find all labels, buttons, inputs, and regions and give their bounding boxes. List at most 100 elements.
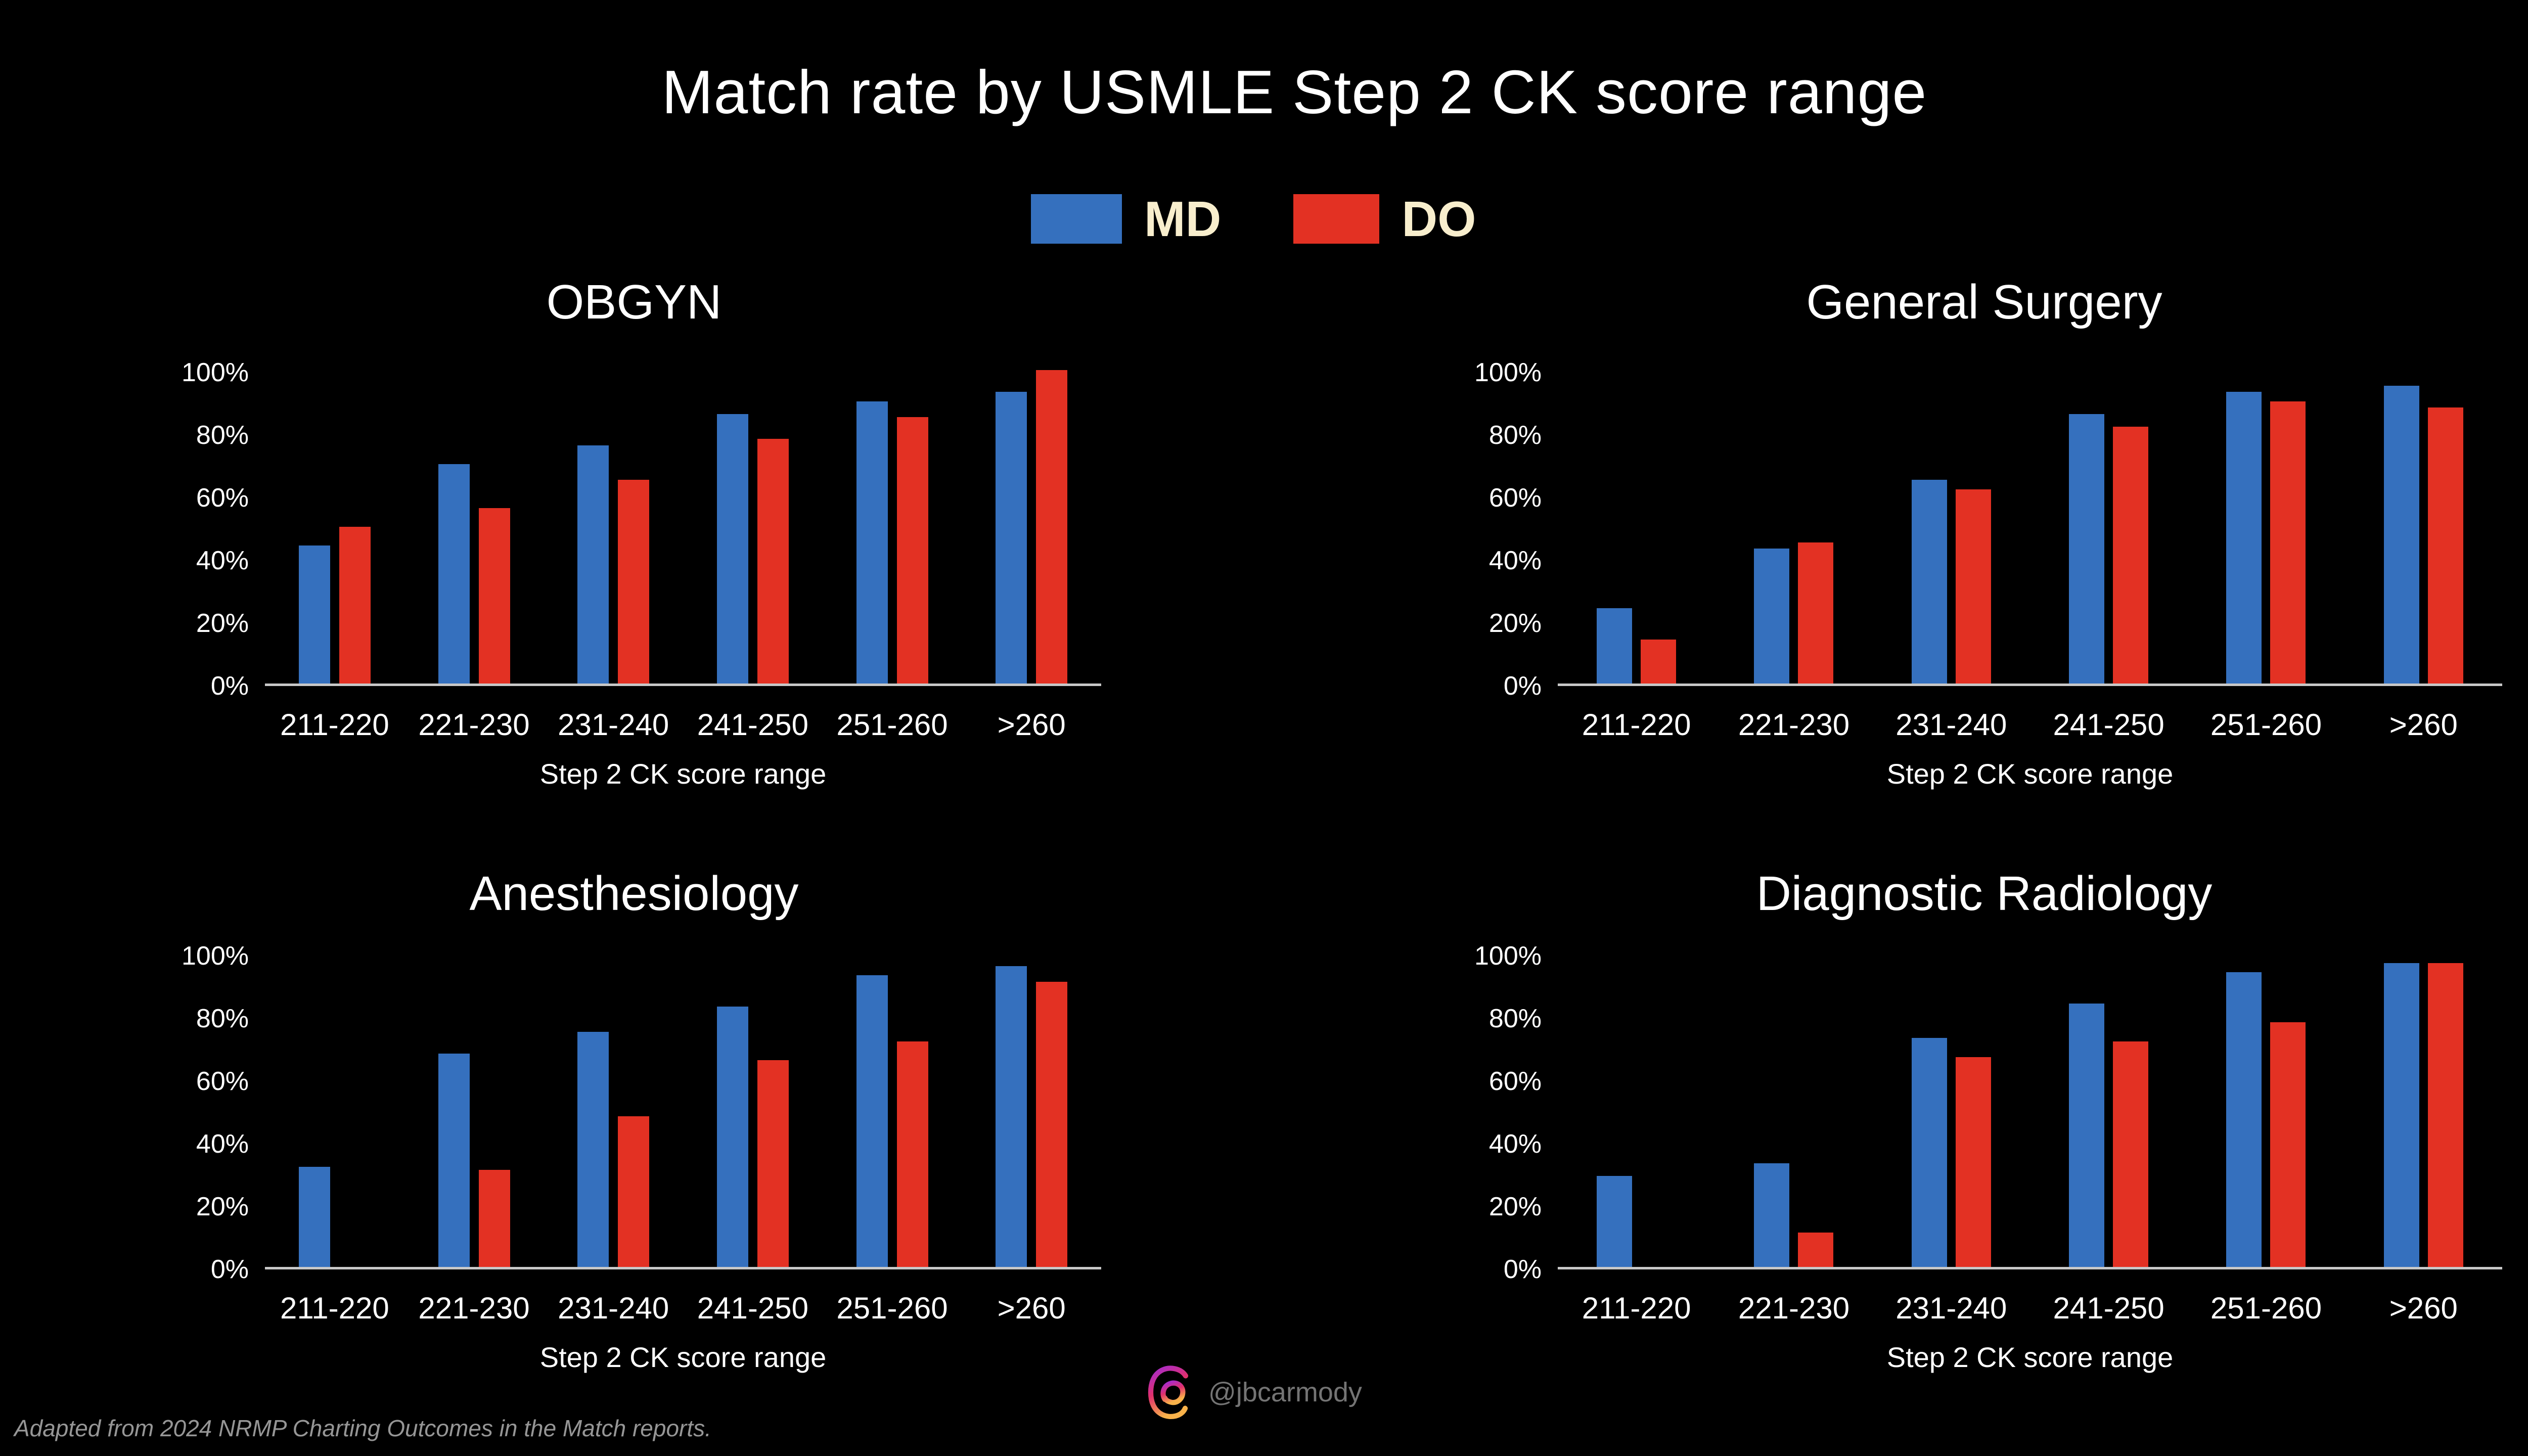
bar-group bbox=[265, 1166, 404, 1267]
x-axis: 211-220 221-230 231-240 241-250 251-260 >260 bbox=[1558, 707, 2502, 742]
bar-md bbox=[2383, 386, 2419, 684]
bar-md bbox=[716, 1007, 748, 1267]
bar-do bbox=[2427, 963, 2463, 1267]
bar-group bbox=[1558, 608, 1715, 684]
bar-do bbox=[1798, 1232, 1834, 1267]
y-tick-label: 40% bbox=[196, 1129, 249, 1159]
y-axis: 0% 20% 40% 60% 80% 100% bbox=[167, 943, 265, 1283]
legend-label-md: MD bbox=[1144, 191, 1222, 247]
bar-do bbox=[1955, 1057, 1991, 1267]
bar-group bbox=[683, 1007, 823, 1267]
bar-md bbox=[1597, 608, 1633, 684]
bar-md bbox=[298, 1166, 330, 1267]
x-tick-label: 221-230 bbox=[418, 1291, 530, 1325]
chart-title: OBGYN bbox=[546, 275, 722, 329]
bar-md bbox=[2383, 963, 2419, 1267]
y-tick-label: 60% bbox=[196, 1067, 249, 1096]
bar-group bbox=[962, 370, 1101, 684]
bar-group bbox=[683, 414, 823, 684]
page-title: Match rate by USMLE Step 2 CK score rang… bbox=[661, 58, 1927, 126]
watermark: @jbcarmody bbox=[1148, 1364, 1362, 1421]
x-tick-label: 251-260 bbox=[836, 708, 948, 742]
bar-md bbox=[1754, 1163, 1790, 1267]
bar-group bbox=[2030, 1004, 2187, 1267]
watermark-handle: @jbcarmody bbox=[1208, 1377, 1362, 1407]
y-tick-label: 0% bbox=[210, 671, 249, 701]
x-tick-label: 241-250 bbox=[697, 708, 808, 742]
bar-md bbox=[1911, 480, 1947, 684]
bar-do bbox=[1641, 640, 1677, 684]
bar-do bbox=[1036, 981, 1068, 1267]
x-tick-label: 231-240 bbox=[1895, 708, 2007, 742]
bar-do bbox=[2270, 401, 2306, 684]
bar-md bbox=[1911, 1038, 1947, 1267]
x-tick-label: 231-240 bbox=[1895, 1291, 2007, 1325]
y-tick-label: 20% bbox=[196, 1192, 249, 1221]
bar-group bbox=[823, 975, 962, 1267]
bar-md bbox=[1754, 549, 1790, 684]
y-tick-label: 0% bbox=[210, 1255, 249, 1284]
y-tick-label: 40% bbox=[1488, 1129, 1542, 1159]
chart-title: Diagnostic Radiology bbox=[1756, 867, 2213, 921]
x-axis-title: Step 2 CK score range bbox=[1886, 758, 2174, 790]
y-tick-label: 80% bbox=[1488, 1004, 1542, 1033]
bar-md bbox=[996, 966, 1027, 1267]
y-tick-label: 100% bbox=[1474, 941, 1542, 971]
bar-md bbox=[2226, 972, 2262, 1267]
x-tick-label: 241-250 bbox=[2053, 1291, 2164, 1325]
y-tick-label: 100% bbox=[182, 941, 249, 971]
bar-do bbox=[2270, 1022, 2306, 1267]
y-axis: 0% 20% 40% 60% 80% 100% bbox=[1466, 359, 1558, 699]
legend-swatch-md bbox=[1031, 194, 1122, 244]
bar-do bbox=[2113, 426, 2149, 684]
bar-md bbox=[2069, 414, 2105, 684]
y-tick-label: 20% bbox=[196, 609, 249, 638]
x-tick-label: 211-220 bbox=[280, 708, 389, 742]
bar-do bbox=[1036, 370, 1068, 684]
chart-obgyn: OBGYN 0% 20% 40% 60% 80% 100% 211-220 221-230 231… bbox=[167, 276, 1101, 790]
x-tick-label: 211-220 bbox=[280, 1291, 389, 1325]
bar-md bbox=[438, 1054, 470, 1267]
x-tick-label: 251-260 bbox=[2210, 1291, 2322, 1325]
chart-anesthesiology: Anesthesiology 0% 20% 40% 60% 80% 100% 211-220 2… bbox=[167, 867, 1101, 1374]
bar-group bbox=[404, 1054, 544, 1267]
y-tick-label: 20% bbox=[1488, 609, 1542, 638]
bar-do bbox=[339, 527, 371, 684]
bar-do bbox=[757, 1060, 789, 1267]
x-axis-title: Step 2 CK score range bbox=[539, 758, 827, 790]
bar-do bbox=[618, 480, 650, 684]
bar-group bbox=[2345, 386, 2502, 684]
bar-md bbox=[996, 392, 1027, 684]
plot-area bbox=[265, 370, 1101, 686]
y-tick-label: 80% bbox=[196, 1004, 249, 1033]
bar-do bbox=[2113, 1041, 2149, 1267]
y-tick-label: 60% bbox=[196, 483, 249, 513]
bar-do bbox=[478, 508, 510, 684]
bar-md bbox=[856, 401, 888, 684]
bar-md bbox=[716, 414, 748, 684]
x-tick-label: 211-220 bbox=[1582, 708, 1691, 742]
x-axis: 211-220 221-230 231-240 241-250 251-260 >260 bbox=[265, 1291, 1101, 1326]
x-tick-label: 241-250 bbox=[697, 1291, 808, 1325]
x-axis-title: Step 2 CK score range bbox=[539, 1341, 827, 1373]
y-tick-label: 20% bbox=[1488, 1192, 1542, 1221]
bar-md bbox=[577, 445, 609, 684]
bar-group bbox=[544, 1032, 683, 1267]
bar-group bbox=[1873, 480, 2030, 684]
bar-group bbox=[404, 464, 544, 684]
bar-group bbox=[2187, 972, 2344, 1267]
x-tick-label: 241-250 bbox=[2053, 708, 2164, 742]
bar-group bbox=[1558, 1176, 1715, 1267]
x-axis-title: Step 2 CK score range bbox=[1886, 1341, 2174, 1373]
bar-do bbox=[2427, 407, 2463, 684]
bar-group bbox=[2187, 392, 2344, 684]
x-tick-label: 231-240 bbox=[558, 708, 669, 742]
source-footnote: Adapted from 2024 NRMP Charting Outcomes… bbox=[14, 1415, 711, 1441]
bar-group bbox=[2345, 963, 2502, 1267]
bar-group bbox=[1715, 1163, 1872, 1267]
x-tick-label: 251-260 bbox=[2210, 708, 2322, 742]
y-tick-label: 100% bbox=[1474, 358, 1542, 387]
plot-area bbox=[1558, 373, 2502, 686]
x-tick-label: 221-230 bbox=[418, 708, 530, 742]
bar-md bbox=[856, 975, 888, 1267]
